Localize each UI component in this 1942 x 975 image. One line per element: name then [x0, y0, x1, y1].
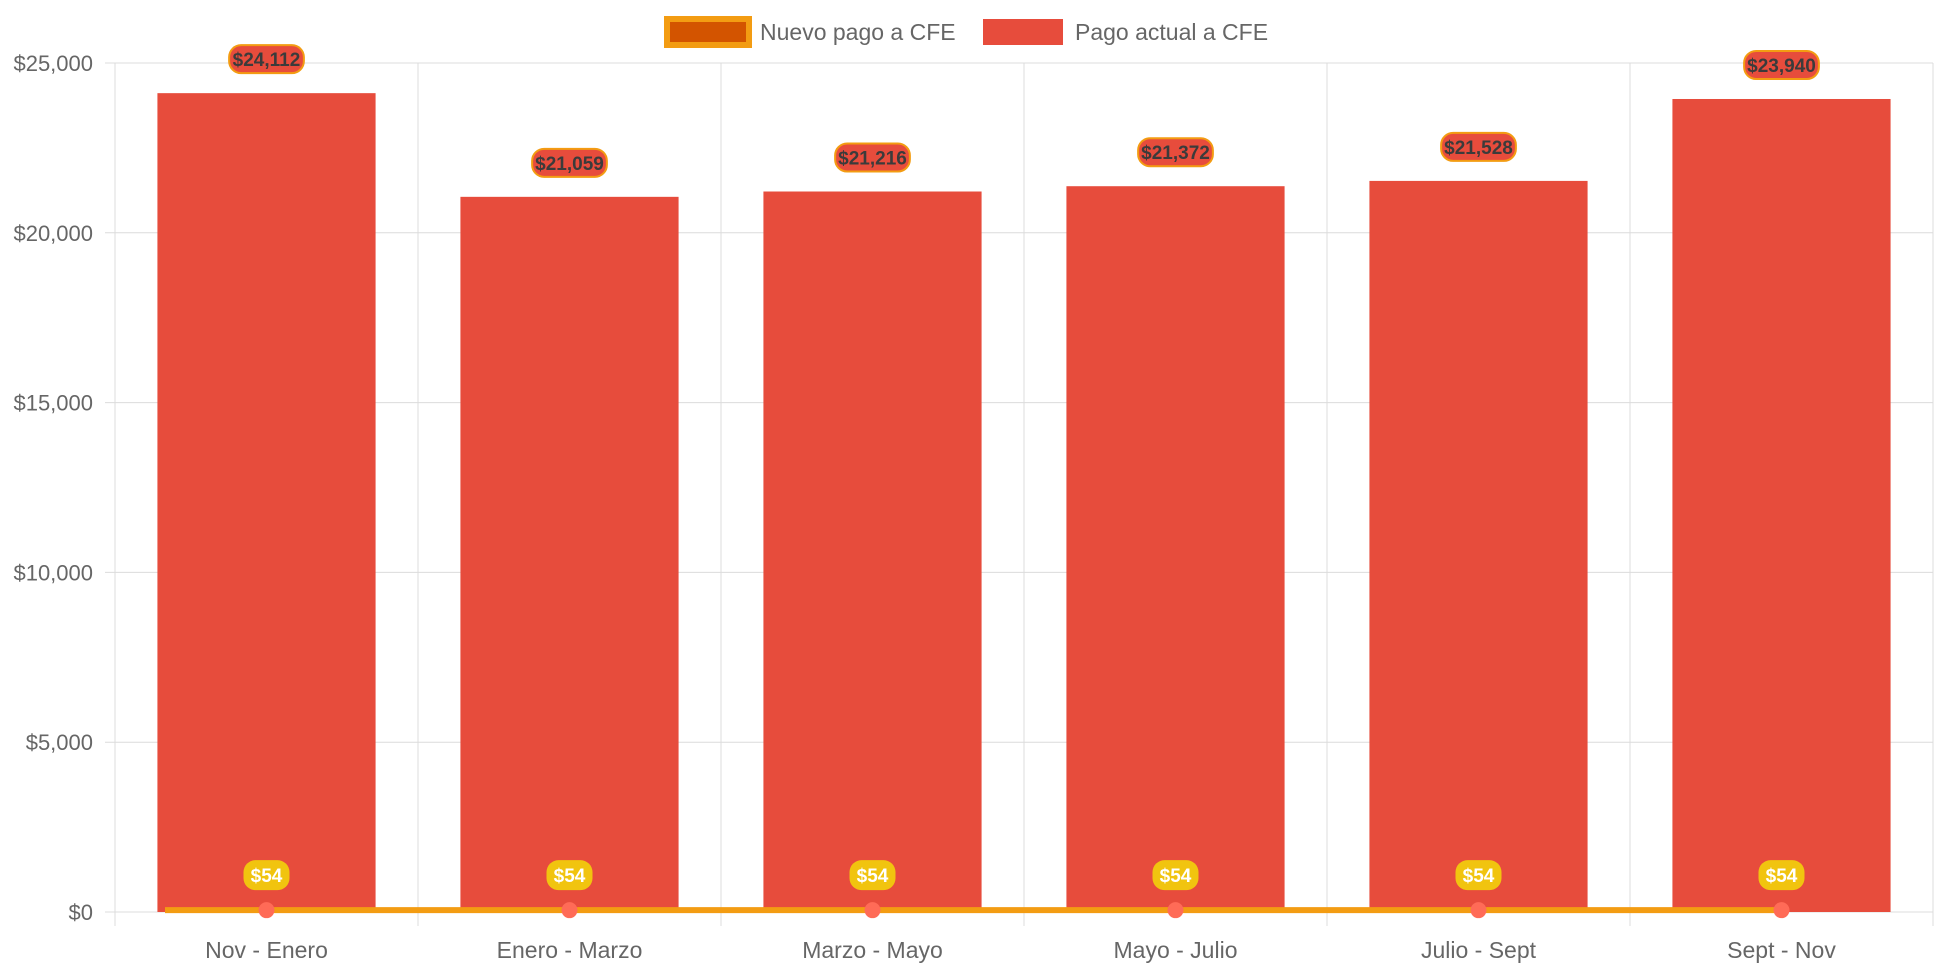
bar-data-labels: $24,112 $21,059 $21,216 $21,372 $21,528 $23,9…: [228, 44, 1820, 178]
bar-data-label: $24,112: [233, 50, 301, 71]
line-data-label: $54: [554, 866, 586, 887]
bar: [1672, 98, 1891, 912]
bar: [763, 191, 982, 912]
y-tick-label: $15,000: [13, 391, 93, 416]
line-point: [1470, 902, 1487, 919]
bar: [157, 93, 376, 912]
x-tick-label: Mayo - Julio: [1114, 937, 1238, 963]
line-data-label: $54: [251, 866, 283, 887]
x-axis: Nov - Enero Enero - Marzo Marzo - Mayo Mayo…: [205, 937, 1836, 963]
bar-data-label: $23,940: [1747, 56, 1816, 77]
line-point: [1167, 902, 1184, 919]
y-tick-label: $5,000: [26, 730, 93, 755]
line-data-label-box: [1152, 860, 1199, 891]
line-data-label: $54: [1766, 866, 1798, 887]
legend: Nuevo pago a CFE Pago actual a CFE: [664, 16, 1268, 48]
y-tick-label: $10,000: [13, 560, 93, 585]
bar-data-label-box: [228, 44, 305, 75]
legend-label: Pago actual a CFE: [1075, 19, 1268, 45]
bar-data-label-box: [1137, 137, 1214, 168]
x-tick-label: Julio - Sept: [1421, 937, 1537, 963]
legend-swatch: [983, 19, 1063, 45]
bar-data-label: $21,372: [1141, 143, 1210, 164]
x-tick-label: Enero - Marzo: [497, 937, 643, 963]
bar: [1369, 180, 1588, 912]
bar-data-label: $21,059: [535, 154, 604, 175]
line-data-label-box: [1758, 860, 1805, 891]
line-series: [165, 902, 1790, 919]
line-data-label: $54: [1160, 866, 1192, 887]
line-data-label: $54: [857, 866, 889, 887]
line-data-label-box: [243, 860, 290, 891]
y-tick-label: $20,000: [13, 221, 93, 246]
legend-swatch: [664, 16, 752, 48]
line-point: [864, 902, 881, 919]
bar-data-label-box: [834, 142, 911, 173]
line-point: [258, 902, 275, 919]
bar-series: [157, 93, 1891, 912]
bar: [460, 196, 679, 912]
line-data-label-box: [849, 860, 896, 891]
line-point: [1773, 902, 1790, 919]
bar-data-label-box: [1440, 131, 1517, 162]
x-tick-label: Sept - Nov: [1727, 937, 1836, 963]
y-tick-label: $25,000: [13, 51, 93, 76]
x-tick-label: Marzo - Mayo: [802, 937, 943, 963]
bar-data-label-box: [531, 147, 608, 178]
line-data-label-box: [546, 860, 593, 891]
y-axis: $0 $5,000 $10,000 $15,000 $20,000 $25,000: [13, 51, 93, 925]
legend-label: Nuevo pago a CFE: [760, 19, 956, 45]
line-data-label: $54: [1463, 866, 1495, 887]
bar: [1066, 186, 1285, 912]
bar-data-label: $21,528: [1444, 138, 1513, 159]
bar-data-label: $21,216: [838, 149, 907, 170]
gridlines: [105, 62, 1934, 926]
y-tick-label: $0: [69, 900, 93, 925]
x-tick-label: Nov - Enero: [205, 937, 328, 963]
line-data-labels: $54 $54 $54 $54 $54 $54: [243, 860, 1805, 891]
line-point: [561, 902, 578, 919]
bar-data-label-box: [1743, 49, 1820, 80]
line-data-label-box: [1455, 860, 1502, 891]
